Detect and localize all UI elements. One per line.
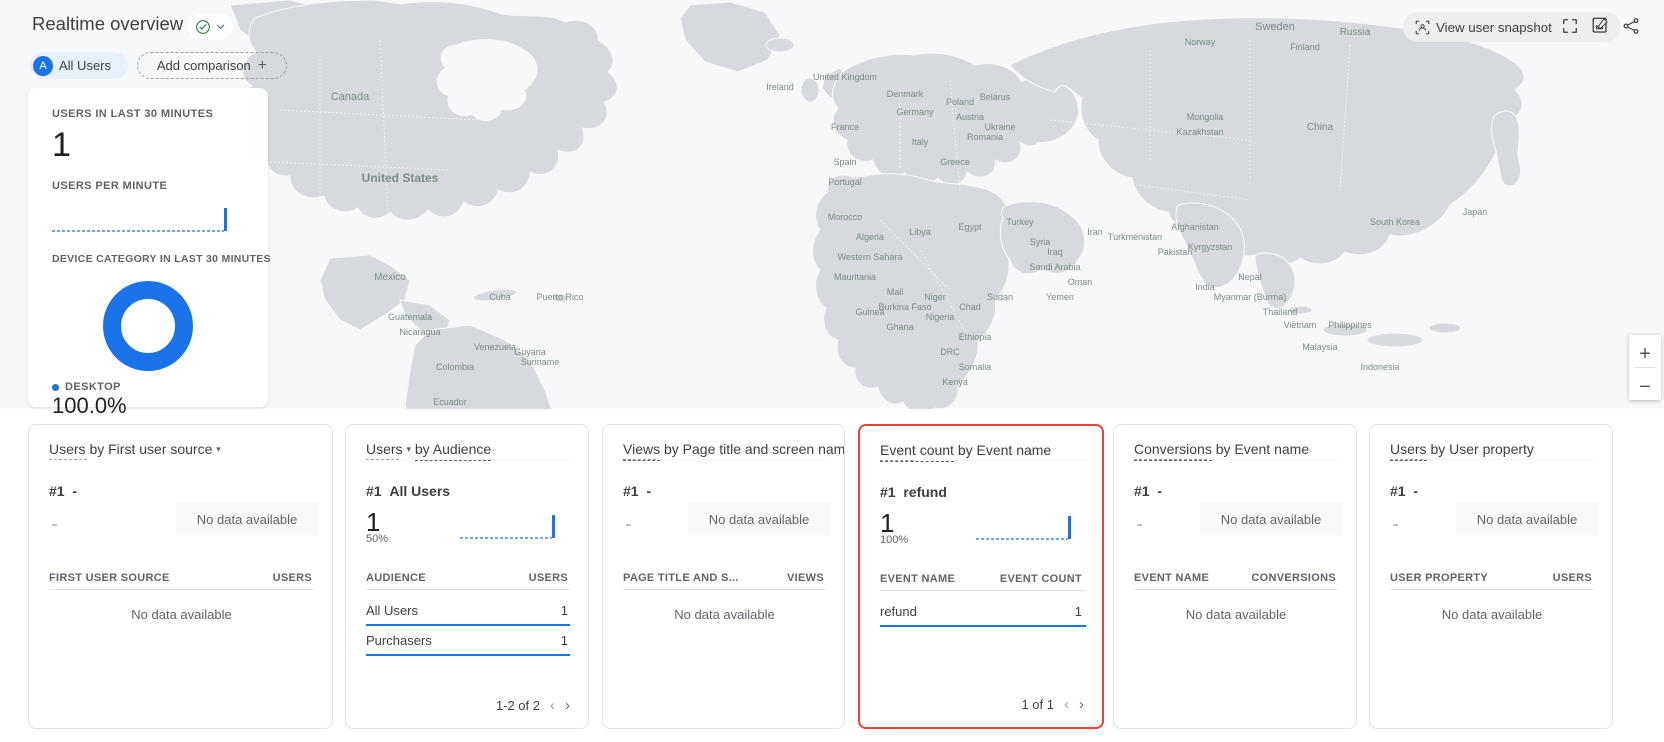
svg-text:Suriname: Suriname — [521, 357, 560, 367]
svg-text:Myanmar (Burma): Myanmar (Burma) — [1214, 292, 1287, 302]
svg-text:Sudan: Sudan — [987, 292, 1013, 302]
svg-text:Nigeria: Nigeria — [926, 312, 955, 322]
svg-text:Pakistan: Pakistan — [1158, 247, 1193, 257]
svg-text:Somalia: Somalia — [959, 362, 992, 372]
svg-text:Nepal: Nepal — [1238, 272, 1262, 282]
svg-text:Ecuador: Ecuador — [433, 397, 467, 407]
svg-text:Kenya: Kenya — [942, 377, 968, 387]
svg-text:Mali: Mali — [887, 287, 904, 297]
svg-text:South Korea: South Korea — [1370, 217, 1420, 227]
svg-text:Puerto Rico: Puerto Rico — [536, 292, 583, 302]
svg-text:Turkey: Turkey — [1006, 217, 1034, 227]
svg-text:Romania: Romania — [967, 132, 1003, 142]
svg-text:United Kingdom: United Kingdom — [813, 72, 877, 82]
svg-text:Canada: Canada — [331, 91, 370, 103]
svg-text:Cuba: Cuba — [489, 292, 511, 302]
svg-text:Guyana: Guyana — [514, 347, 546, 357]
svg-text:Thailand: Thailand — [1263, 307, 1298, 317]
svg-text:Ukraine: Ukraine — [984, 122, 1015, 132]
svg-text:Poland: Poland — [946, 97, 974, 107]
svg-text:Morocco: Morocco — [828, 212, 863, 222]
svg-text:Mongolia: Mongolia — [1187, 112, 1224, 122]
svg-text:Yemen: Yemen — [1046, 292, 1074, 302]
svg-text:DRC: DRC — [940, 347, 960, 357]
svg-text:Venezuela: Venezuela — [474, 342, 516, 352]
svg-text:Ireland: Ireland — [766, 82, 794, 92]
svg-text:United States: United States — [362, 171, 439, 185]
svg-text:Japan: Japan — [1463, 207, 1488, 217]
svg-text:Iran: Iran — [1087, 227, 1103, 237]
svg-text:Nicaragua: Nicaragua — [399, 327, 440, 337]
svg-text:Russia: Russia — [1340, 27, 1371, 38]
svg-text:Italy: Italy — [912, 137, 929, 147]
svg-text:Syria: Syria — [1030, 237, 1051, 247]
svg-text:India: India — [1195, 282, 1215, 292]
svg-text:Portugal: Portugal — [828, 177, 862, 187]
svg-text:Spain: Spain — [833, 157, 856, 167]
svg-text:Kyrgyzstan: Kyrgyzstan — [1188, 242, 1233, 252]
svg-text:Western Sahara: Western Sahara — [838, 252, 903, 262]
svg-text:Denmark: Denmark — [887, 89, 924, 99]
svg-text:Indonesia: Indonesia — [1360, 362, 1399, 372]
svg-text:Ghana: Ghana — [886, 322, 913, 332]
svg-text:Colombia: Colombia — [436, 362, 474, 372]
svg-text:Greece: Greece — [940, 157, 970, 167]
svg-text:Malaysia: Malaysia — [1302, 342, 1338, 352]
svg-text:Afghanistan: Afghanistan — [1171, 222, 1219, 232]
svg-text:Mexico: Mexico — [374, 272, 406, 283]
svg-text:Chad: Chad — [959, 302, 981, 312]
svg-text:Turkmenistan: Turkmenistan — [1108, 232, 1162, 242]
svg-text:Sweden: Sweden — [1255, 21, 1295, 33]
svg-text:Egypt: Egypt — [958, 222, 982, 232]
svg-text:Norway: Norway — [1185, 37, 1216, 47]
svg-text:Niger: Niger — [924, 292, 946, 302]
svg-text:Iraq: Iraq — [1047, 247, 1063, 257]
svg-text:Burkina Faso: Burkina Faso — [878, 302, 931, 312]
svg-text:Guinea: Guinea — [855, 307, 884, 317]
svg-text:Belarus: Belarus — [980, 92, 1011, 102]
svg-text:Austria: Austria — [956, 112, 984, 122]
svg-text:Mauritania: Mauritania — [834, 272, 876, 282]
svg-text:Algeria: Algeria — [856, 232, 884, 242]
svg-text:Germany: Germany — [896, 107, 934, 117]
svg-text:Saudi Arabia: Saudi Arabia — [1029, 262, 1080, 272]
svg-text:France: France — [831, 122, 859, 132]
svg-text:Kazakhstan: Kazakhstan — [1176, 127, 1223, 137]
svg-text:Guatemala: Guatemala — [388, 312, 432, 322]
svg-text:Vietnam: Vietnam — [1284, 320, 1317, 330]
svg-text:Ethiopia: Ethiopia — [959, 332, 992, 342]
svg-text:China: China — [1307, 122, 1334, 133]
svg-text:Libya: Libya — [909, 227, 931, 237]
svg-text:Philippines: Philippines — [1328, 320, 1372, 330]
svg-text:Finland: Finland — [1290, 42, 1320, 52]
svg-text:Oman: Oman — [1068, 277, 1093, 287]
